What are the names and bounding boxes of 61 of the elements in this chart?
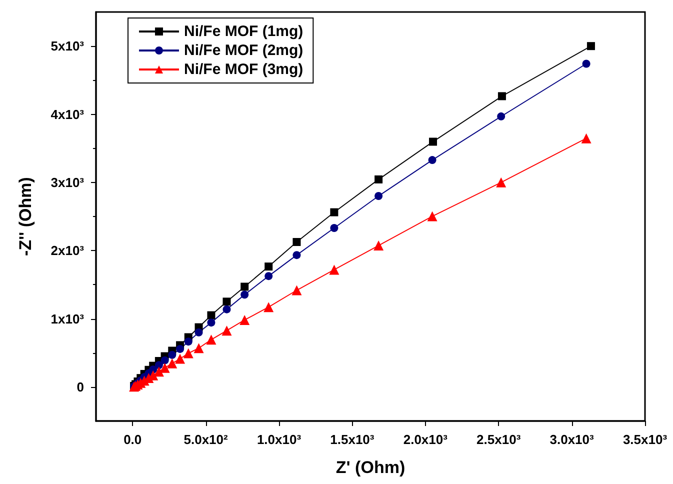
point — [264, 262, 273, 271]
legend-label: Ni/Fe MOF (1mg) — [184, 23, 304, 40]
point — [160, 362, 170, 373]
point — [292, 238, 301, 246]
point — [428, 156, 436, 164]
point — [582, 60, 590, 68]
point — [194, 343, 204, 354]
point — [292, 285, 302, 296]
point — [176, 344, 184, 353]
point — [240, 314, 250, 325]
point — [374, 240, 384, 251]
y-tick-label: 4x10³ — [50, 106, 85, 122]
point — [374, 192, 383, 200]
point — [240, 282, 249, 291]
x-axis-title: Z' (Ohm) — [336, 458, 406, 477]
point — [175, 354, 186, 364]
y-tick-label: 3x10³ — [50, 174, 85, 190]
point — [581, 133, 592, 144]
y-tick-label: 2x10³ — [50, 243, 85, 258]
point — [167, 358, 178, 368]
point — [222, 298, 231, 306]
point — [264, 272, 273, 280]
x-tick-label: 5.0x10² — [184, 432, 229, 447]
point — [240, 290, 249, 299]
point — [429, 138, 438, 146]
x-tick-label: 1.5x10³ — [330, 432, 375, 447]
point — [183, 348, 194, 358]
point — [154, 361, 163, 370]
point — [498, 92, 506, 100]
point — [207, 311, 216, 320]
point — [194, 328, 203, 336]
point — [168, 350, 176, 359]
x-tick-label: 1.0x10³ — [256, 432, 302, 447]
point — [292, 251, 301, 260]
x-tick-label: 2.0x10³ — [403, 432, 448, 447]
point — [160, 356, 169, 364]
y-axis-title: -Z'' (Ohm) — [16, 177, 35, 256]
y-tick-label: 0 — [76, 379, 84, 394]
y-tick-label: 5x10³ — [50, 38, 85, 54]
point — [184, 338, 192, 346]
legend-label: Ni/Fe MOF (3mg) — [184, 61, 304, 78]
point — [264, 302, 274, 312]
point — [329, 264, 340, 275]
point — [222, 326, 232, 336]
point — [330, 208, 338, 216]
x-tick-label: 0.0 — [124, 432, 142, 447]
x-tick-label: 3.5x10³ — [622, 432, 668, 447]
x-tick-label: 3.0x10³ — [550, 432, 595, 447]
x-tick-label: 2.5x10³ — [476, 432, 522, 447]
y-tick-label: 1x10³ — [50, 311, 85, 326]
point — [207, 318, 216, 327]
point — [374, 175, 383, 184]
point — [222, 305, 231, 314]
point — [496, 177, 506, 188]
point — [497, 112, 506, 120]
point — [206, 334, 216, 345]
point — [586, 42, 595, 50]
point — [330, 224, 338, 232]
point — [427, 211, 438, 222]
legend-label: Ni/Fe MOF (2mg) — [184, 42, 304, 59]
point — [154, 366, 164, 377]
